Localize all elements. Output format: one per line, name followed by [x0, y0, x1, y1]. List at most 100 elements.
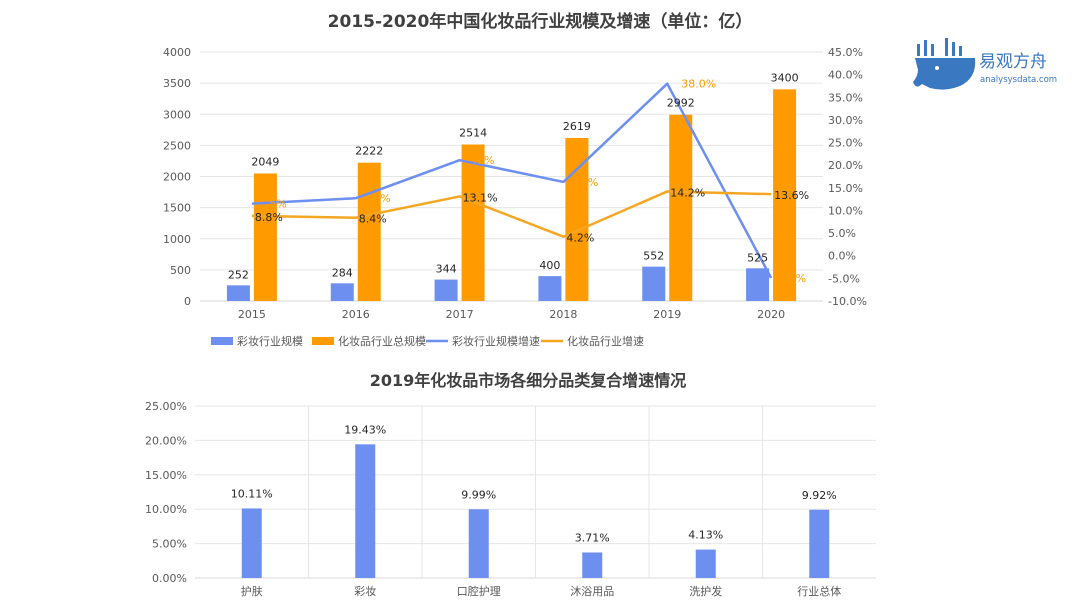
y-tick-label: 20.00% [145, 434, 187, 447]
y-tick-label: 1000 [163, 233, 191, 246]
cosmetics-growth-label: .7% [370, 192, 391, 205]
cosmetics-bar-label: 252 [228, 268, 249, 281]
y2-tick-label: 0.0% [828, 250, 856, 263]
cosmetics-growth-label: 38.0% [681, 78, 716, 91]
y-tick-label: 25.00% [145, 400, 187, 413]
y2-tick-label: 35.0% [828, 91, 863, 104]
whale-icon [913, 38, 976, 90]
legend-label: 化妆品行业增速 [567, 334, 644, 348]
y2-tick-label: 40.0% [828, 69, 863, 82]
cosmetics-bar [330, 283, 354, 301]
total-bar [773, 89, 797, 301]
y-tick-label: 0.00% [152, 572, 187, 585]
total-bar [357, 162, 381, 301]
y2-tick-label: 30.0% [828, 114, 863, 127]
cosmetics-bar-label: 344 [436, 263, 457, 276]
total-growth-label: 13.1% [463, 191, 498, 204]
y2-tick-label: 20.0% [828, 159, 863, 172]
chart-2-data-labels: 10.11% 19.43% 9.99% 3.71% 4.13% 9.92% [231, 423, 837, 544]
logo-name: 易观方舟 [979, 52, 1047, 72]
category-bar [695, 549, 716, 578]
cosmetics-growth-label: .9% [785, 272, 806, 285]
x-tick-label: 行业总体 [797, 584, 841, 598]
y-tick-label: 4000 [163, 46, 191, 59]
legend-swatch [312, 337, 334, 345]
cosmetics-bar [746, 268, 770, 301]
chart-1-gridlines [200, 51, 823, 302]
category-bar-label: 9.92% [802, 489, 837, 502]
cosmetics-bar-label: 284 [332, 266, 353, 279]
y2-tick-label: 5.0% [828, 227, 856, 240]
x-tick-label: 沐浴用品 [570, 585, 614, 598]
category-bar [355, 444, 376, 578]
legend-label: 化妆品行业总规模 [338, 334, 426, 348]
y-tick-label: 3500 [163, 77, 191, 90]
cosmetics-bar-label: 525 [747, 251, 768, 264]
x-tick-label: 洗护发 [689, 584, 722, 598]
chart-2-title: 2019年化妆品市场各细分品类复合增速情况 [370, 371, 687, 390]
y2-tick-label: 15.0% [828, 182, 863, 195]
chart-2-x-axis: 护肤 彩妆 口腔护理 沐浴用品 洗护发 行业总体 [241, 584, 842, 598]
chart-2-bars [241, 444, 830, 578]
total-bar-label: 2619 [563, 120, 591, 133]
y2-tick-label: -5.0% [828, 272, 860, 285]
chart-1-x-axis: 2015 2016 2017 2018 2019 2020 [238, 308, 785, 321]
x-tick-label: 2015 [238, 308, 266, 321]
chart-2: 2019年化妆品市场各细分品类复合增速情况 0.00% 5.00% 10.00% 15… [145, 371, 876, 598]
category-bar [582, 552, 603, 578]
chart-2-y-axis: 0.00% 5.00% 10.00% 15.00% 20.00% 25.00% [145, 400, 187, 585]
x-tick-label: 2016 [342, 308, 370, 321]
total-bar-label: 3400 [771, 71, 799, 84]
y2-tick-label: 45.0% [828, 46, 863, 59]
chart-1-right-axis: -10.0% -5.0% 0.0% 5.0% 10.0% 15.0% 20.0% 25.0% 3… [828, 46, 867, 308]
total-bar [253, 173, 277, 301]
y2-tick-label: -10.0% [828, 295, 867, 308]
y-tick-label: 15.00% [145, 469, 187, 482]
cosmetics-bar [434, 279, 458, 301]
legend-label: 彩妆行业规模增速 [452, 334, 540, 348]
cosmetics-bar [226, 285, 250, 301]
category-bar [468, 509, 489, 578]
chart-1: 2015-2020年中国化妆品行业规模及增速（单位：亿） 0 500 1000 150… [163, 11, 867, 348]
y-tick-label: 0 [184, 295, 191, 308]
total-bar [461, 144, 485, 301]
total-growth-label: 8.8% [255, 211, 283, 224]
x-tick-label: 2020 [757, 308, 785, 321]
total-growth-line [251, 190, 772, 238]
y2-tick-label: 25.0% [828, 137, 863, 150]
y-tick-label: 10.00% [145, 503, 187, 516]
y-tick-label: 1500 [163, 202, 191, 215]
x-tick-label: 口腔护理 [457, 584, 501, 598]
y-tick-label: 500 [170, 264, 191, 277]
chart-1-lines [251, 82, 773, 279]
analysys-logo: 易观方舟 analysysdata.com [913, 38, 1057, 90]
legend-swatch [211, 337, 233, 345]
category-bar [809, 509, 830, 578]
chart-2-gridlines [195, 405, 876, 579]
logo-url: analysysdata.com [980, 75, 1057, 85]
x-tick-label: 2019 [653, 308, 681, 321]
cosmetics-bar [642, 266, 666, 301]
y-tick-label: 2000 [163, 171, 191, 184]
x-tick-label: 护肤 [241, 584, 263, 598]
total-growth-label: 4.2% [566, 232, 594, 245]
chart-1-bars [226, 89, 797, 301]
category-bar-label: 19.43% [344, 423, 386, 436]
category-bar-label: 4.13% [688, 529, 723, 542]
total-bar-label: 2514 [459, 127, 487, 140]
total-bar-label: 2992 [667, 97, 695, 110]
total-growth-label: 8.4% [359, 213, 387, 226]
total-growth-label: 13.6% [774, 189, 809, 202]
cosmetics-bar-label: 400 [539, 259, 560, 272]
cosmetics-growth-label: .5% [266, 198, 287, 211]
legend-label: 彩妆行业规模 [237, 334, 303, 348]
category-bar-label: 3.71% [575, 531, 610, 544]
chart-1-legend: 彩妆行业规模 化妆品行业总规模 彩妆行业规模增速 化妆品行业增速 [211, 334, 644, 348]
category-bar-label: 10.11% [231, 487, 273, 500]
y2-tick-label: 10.0% [828, 204, 863, 217]
category-bar [241, 508, 262, 578]
x-tick-label: 2018 [549, 308, 577, 321]
x-tick-label: 彩妆 [354, 585, 376, 598]
total-bar-label: 2049 [251, 155, 279, 168]
